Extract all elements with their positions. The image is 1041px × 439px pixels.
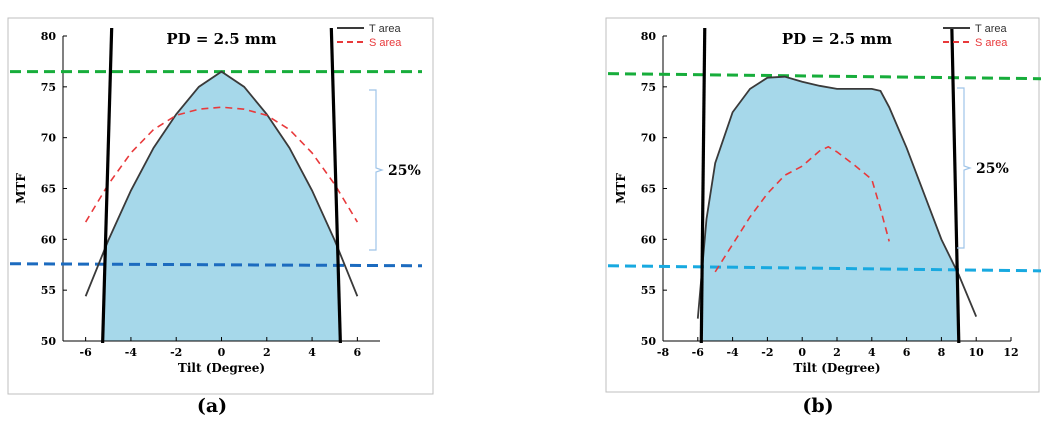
x-tick-label: 2 bbox=[263, 346, 271, 359]
x-tick-label: 4 bbox=[868, 346, 876, 359]
x-tick-label: 4 bbox=[308, 346, 316, 359]
y-tick-label: 65 bbox=[41, 183, 56, 196]
legend-label: S area bbox=[975, 37, 1008, 49]
x-tick-label: 2 bbox=[833, 346, 841, 359]
legend-label: S area bbox=[369, 37, 402, 49]
x-tick-label: -6 bbox=[80, 346, 93, 359]
series-line-s-area bbox=[714, 145, 890, 273]
y-tick-label: 60 bbox=[41, 233, 57, 246]
panel-frame bbox=[7, 17, 434, 395]
lower-reference-line bbox=[607, 264, 1041, 273]
range-bracket bbox=[369, 89, 384, 251]
panel-frame bbox=[605, 17, 1040, 393]
x-tick-label: -6 bbox=[692, 346, 705, 359]
y-tick-label: 50 bbox=[641, 335, 657, 348]
chart-panel-a: 50 55 60 65 70 75 80 -6 -4 -2 0 2 4 6 Tilt (Degree) MTF… bbox=[7, 17, 434, 395]
right-boundary-line bbox=[329, 27, 342, 344]
y-tick-label: 70 bbox=[641, 132, 657, 145]
legend: T area S area bbox=[337, 23, 402, 49]
x-tick-label: -4 bbox=[726, 346, 739, 359]
x-tick-label: 12 bbox=[1003, 346, 1018, 359]
x-tick-label: -8 bbox=[657, 346, 670, 359]
right-boundary-line bbox=[950, 27, 961, 344]
x-tick-label: 0 bbox=[798, 346, 806, 359]
x-tick-label: 6 bbox=[903, 346, 911, 359]
panel-caption: (a) bbox=[197, 395, 227, 417]
x-tick-label: -2 bbox=[761, 346, 773, 359]
chart-panel-b: 50 55 60 65 70 75 80 -8 -6 -4 -2 0 2 4 6 8 10 12 Tilt (Deg… bbox=[605, 17, 1041, 393]
panel-caption: (b) bbox=[802, 395, 833, 417]
series-line-s-area bbox=[84, 106, 359, 223]
y-tick-label: 55 bbox=[641, 284, 656, 297]
lower-reference-line bbox=[9, 262, 423, 268]
x-axis-label: Tilt (Degree) bbox=[793, 361, 880, 375]
y-axis-label: MTF bbox=[14, 173, 28, 204]
bracket-label: 25% bbox=[976, 161, 1009, 177]
x-tick-label: -4 bbox=[125, 346, 138, 359]
y-tick-label: 80 bbox=[41, 30, 57, 43]
chart-title: PD = 2.5 mm bbox=[166, 30, 276, 48]
chart-title: PD = 2.5 mm bbox=[782, 30, 892, 48]
x-axis-label: Tilt (Degree) bbox=[178, 361, 265, 375]
upper-reference-line bbox=[607, 72, 1041, 81]
fill-region bbox=[103, 71, 340, 341]
legend-label: T area bbox=[975, 23, 1007, 35]
x-tick-label: 6 bbox=[354, 346, 362, 359]
y-tick-label: 60 bbox=[641, 233, 657, 246]
legend-label: T area bbox=[369, 23, 401, 35]
x-tick-label: 8 bbox=[938, 346, 946, 359]
y-axis-label: MTF bbox=[614, 173, 628, 204]
range-bracket bbox=[957, 87, 972, 249]
series-line-t-area bbox=[84, 70, 359, 297]
y-tick-label: 50 bbox=[41, 335, 57, 348]
fill-region bbox=[703, 76, 958, 342]
x-tick-label: 10 bbox=[969, 346, 985, 359]
y-tick-label: 65 bbox=[641, 183, 656, 196]
left-boundary-line bbox=[699, 27, 707, 344]
x-tick-label: -2 bbox=[170, 346, 182, 359]
y-tick-label: 55 bbox=[41, 284, 56, 297]
left-boundary-line bbox=[101, 27, 114, 344]
y-tick-label: 75 bbox=[41, 81, 56, 94]
x-tick-label: 0 bbox=[218, 346, 226, 359]
legend: T area S area bbox=[943, 23, 1008, 49]
y-tick-label: 80 bbox=[641, 30, 657, 43]
series-line-t-area bbox=[696, 75, 978, 319]
y-tick-label: 75 bbox=[641, 81, 656, 94]
bracket-label: 25% bbox=[388, 163, 421, 179]
y-tick-label: 70 bbox=[41, 132, 57, 145]
